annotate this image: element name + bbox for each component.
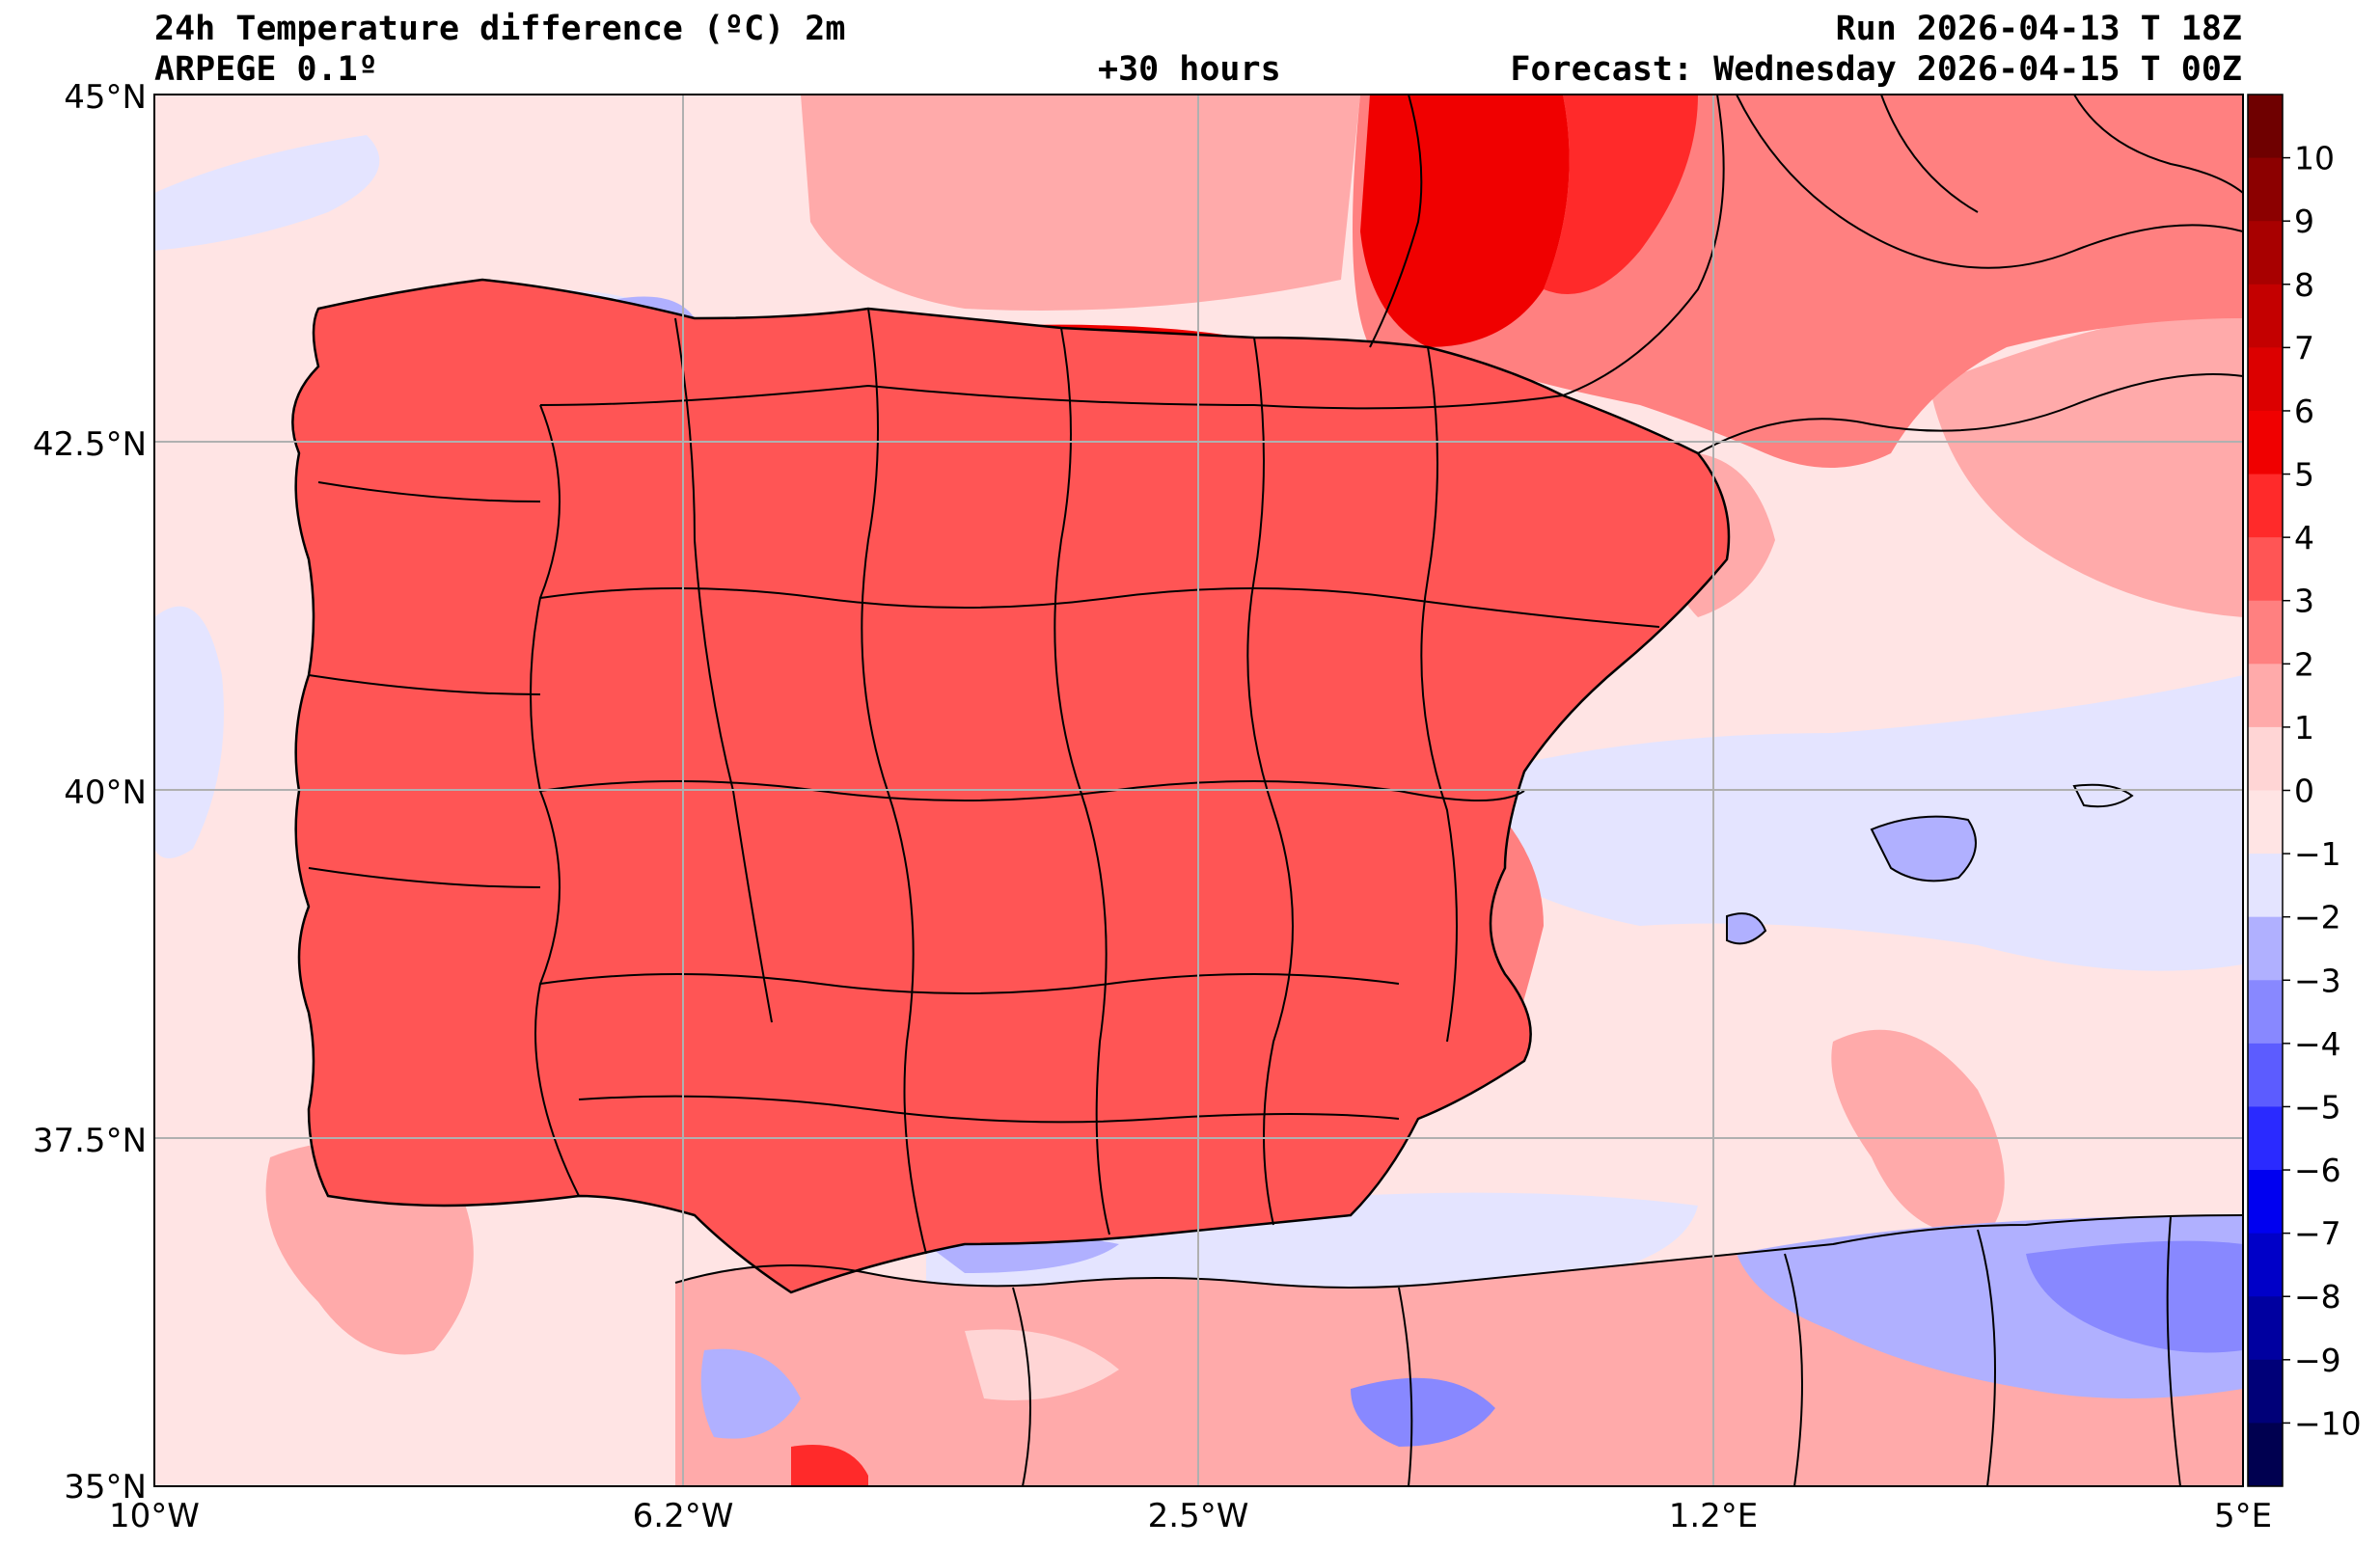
warm-land-area (965, 1329, 1119, 1400)
coastline-africa (674, 1214, 2243, 1289)
lon-label: 5°E (2214, 1497, 2272, 1535)
colorbar-swatch (2248, 284, 2283, 348)
colorbar-swatch (2248, 410, 2283, 475)
cool-sea-area (154, 135, 380, 251)
coastline-mallorca (1870, 815, 1977, 882)
lat-label: 45°N (64, 78, 147, 117)
colorbar-swatch (2248, 95, 2283, 159)
colorbar-swatch (2248, 916, 2283, 981)
colorbar-label: −6 (2294, 1152, 2341, 1189)
lat-label: 37.5°N (33, 1122, 147, 1160)
colorbar-swatch (2248, 1296, 2283, 1361)
mallorca-island (1872, 816, 1976, 882)
run-time: Run 2026-04-13 T 18Z (1835, 10, 2242, 48)
colorbar-swatch (2248, 1106, 2283, 1171)
colorbar-label: 10 (2294, 140, 2335, 177)
colorbar-label: −4 (2294, 1025, 2341, 1063)
colorbar-swatch (2248, 726, 2283, 791)
colorbar-swatch (2248, 474, 2283, 538)
map-title: 24h Temperature difference (ºC) 2m (154, 10, 846, 48)
lon-label: 2.5°W (1148, 1497, 1249, 1535)
lat-axis: 45°N 42.5°N 40°N 37.5°N 35°N (33, 78, 147, 1506)
cool-land-area (1351, 1377, 1495, 1447)
hot-area (1544, 95, 1698, 294)
colorbar-label: −3 (2294, 962, 2341, 999)
colorbar-label: 4 (2294, 519, 2314, 556)
colorbar-label: −2 (2294, 899, 2341, 936)
colorbar-label: −10 (2294, 1404, 2362, 1442)
colorbar-label: −9 (2294, 1342, 2341, 1379)
colorbar-label: −1 (2294, 835, 2341, 873)
ibiza-island (1727, 913, 1765, 944)
lead-time: +30 hours (1098, 50, 1281, 89)
map-panel (154, 95, 2243, 1486)
map-frame (153, 94, 2244, 1487)
colorbar-swatch (2248, 664, 2283, 728)
colorbar-swatch (2248, 1043, 2283, 1107)
coastline-france (1369, 95, 1423, 348)
colorbar-label: 5 (2294, 456, 2314, 494)
hot-area (1360, 95, 1570, 347)
lon-label: 6.2°W (633, 1497, 734, 1535)
colorbar-label: 0 (2294, 773, 2314, 810)
hot-area (791, 1445, 868, 1486)
colorbar-label: −8 (2294, 1278, 2341, 1316)
model-name: ARPEGE 0.1º (154, 50, 378, 89)
colorbar-swatch (2248, 537, 2283, 602)
lat-label: 42.5°N (33, 425, 147, 464)
colorbar-swatch (2248, 854, 2283, 918)
cool-sea-area (1486, 675, 2243, 971)
lon-label: 1.2°E (1669, 1497, 1759, 1535)
colorbar-label: 7 (2294, 329, 2314, 366)
warm-sea-area (801, 95, 1360, 311)
colorbar-label: 6 (2294, 393, 2314, 430)
colorbar-label: 2 (2294, 645, 2314, 683)
colorbar-swatch (2248, 157, 2283, 222)
warm-sea-area (1831, 1029, 2005, 1235)
colorbar-swatch (2248, 980, 2283, 1045)
forecast-time: Forecast: Wednesday 2026-04-15 T 00Z (1510, 50, 2242, 89)
colorbar-swatch (2248, 1233, 2283, 1297)
colorbar-label: 1 (2294, 709, 2314, 746)
colorbar-swatch (2248, 1170, 2283, 1235)
warm-sea-area (1929, 309, 2243, 617)
colorbar-swatch (2248, 1359, 2283, 1424)
cool-sea-area (154, 606, 224, 858)
colorbar-label: −7 (2294, 1215, 2341, 1253)
colorbar-swatch (2248, 221, 2283, 285)
colorbar-label: 9 (2294, 203, 2314, 240)
cool-land-area (700, 1348, 801, 1439)
graticule (154, 95, 2243, 1486)
colorbar-swatch (2248, 347, 2283, 412)
colorbar-label: −5 (2294, 1088, 2341, 1126)
colorbar-swatch (2248, 1423, 2283, 1487)
colorbar-swatch (2248, 600, 2283, 665)
lat-label: 35°N (64, 1468, 147, 1506)
atlantic-area (154, 95, 695, 1061)
lon-label: 10°W (109, 1497, 200, 1535)
coastline-ibiza (1726, 912, 1767, 945)
cool-land-area (2026, 1240, 2243, 1353)
coastline-menorca (2072, 783, 2134, 808)
colorbar-label: 8 (2294, 266, 2314, 304)
colorbar-swatch (2248, 790, 2283, 855)
lon-axis: 10°W 6.2°W 2.5°W 1.2°E 5°E (109, 1497, 2272, 1535)
colorbar-label: 3 (2294, 583, 2314, 620)
lat-label: 40°N (64, 774, 147, 812)
